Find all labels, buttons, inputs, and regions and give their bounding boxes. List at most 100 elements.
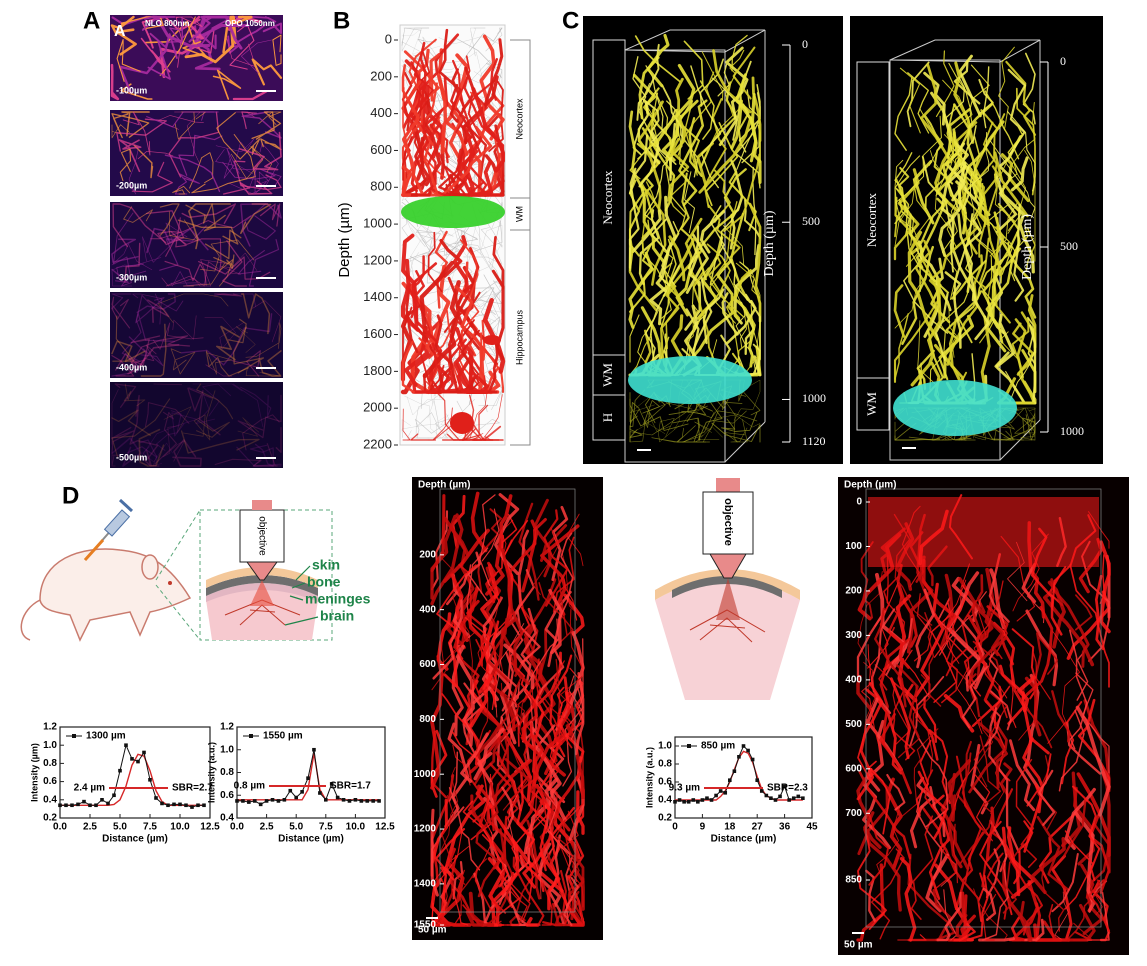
vessel: [1048, 904, 1067, 941]
y-tick-label: 0.8: [43, 758, 57, 769]
data-point: [58, 803, 62, 808]
vessel: [402, 136, 413, 181]
vessel: [684, 217, 703, 287]
vessel: [469, 674, 493, 728]
vessel: [124, 242, 141, 283]
data-point: [324, 798, 328, 802]
vessel: [424, 84, 446, 159]
vessel: [401, 27, 422, 46]
vessel: [401, 82, 438, 188]
vessel: [1043, 590, 1095, 667]
x-tick-label: 10.0: [170, 822, 190, 833]
vessel: [402, 87, 414, 196]
vessel: [206, 350, 233, 375]
vessel: [910, 815, 934, 920]
vessel: [555, 819, 580, 903]
vessel: [129, 394, 159, 460]
data-point: [312, 747, 316, 752]
vessel: [111, 355, 135, 377]
vessel: [416, 229, 454, 258]
vessel: [922, 558, 957, 628]
y-tick-label: 0.4: [658, 795, 672, 806]
y-tick-label: 0.4: [220, 813, 234, 824]
data-point: [371, 799, 375, 803]
region-label: Neocortex: [600, 170, 615, 225]
vessel: [469, 160, 494, 197]
data-point: [202, 803, 206, 808]
vessel: [241, 111, 282, 139]
vessel: [1037, 755, 1058, 830]
vessel: [646, 33, 670, 88]
plot-frame: [674, 736, 813, 819]
vessel: [168, 111, 220, 178]
vessel: [1012, 880, 1039, 942]
vessel: [933, 584, 969, 658]
white-matter: [401, 196, 505, 228]
vessel: [733, 379, 761, 421]
vessel: [719, 393, 746, 443]
vessel: [130, 335, 191, 364]
vessel: [500, 682, 525, 735]
data-point: [172, 802, 176, 807]
vessel: [470, 491, 488, 553]
vessel: [116, 118, 167, 152]
vessel: [1026, 407, 1036, 424]
vessel: [401, 209, 426, 248]
vessel: [534, 793, 577, 882]
axis-label: Depth (µm): [1020, 214, 1035, 280]
vessel: [222, 15, 253, 54]
vessel: [974, 109, 999, 191]
vessel: [438, 332, 455, 394]
vessel: [629, 392, 689, 431]
vessel: [984, 90, 1020, 160]
data-point: [801, 796, 805, 800]
vessel: [216, 112, 261, 160]
tick-label: 1000: [363, 216, 392, 231]
vessel: [942, 79, 971, 133]
vessel: [430, 513, 464, 606]
vessel: [172, 315, 197, 340]
vessel: [111, 437, 142, 467]
inset-connector: [155, 584, 201, 641]
tick-label: 1550: [414, 920, 437, 931]
vessel: [450, 573, 469, 643]
vessel: [466, 244, 484, 271]
vessel: [479, 494, 496, 586]
vessel: [111, 268, 129, 283]
vessel: [111, 454, 121, 467]
vessel: [275, 427, 282, 453]
vessel: [739, 301, 756, 356]
image-tile: [110, 292, 283, 378]
data-point: [160, 801, 164, 806]
vessel: [856, 777, 882, 849]
vessel: [223, 180, 273, 195]
vessel: [934, 292, 949, 361]
vessel: [998, 46, 1015, 131]
data-point: [276, 799, 281, 803]
vessel: [988, 553, 1010, 623]
vessel: [204, 317, 244, 350]
legend-label: 850 µm: [701, 741, 735, 752]
vessel: [161, 259, 228, 287]
data-point: [769, 796, 773, 800]
x-tick-label: 12.5: [375, 822, 395, 833]
vessel: [867, 809, 890, 886]
vessel: [905, 178, 931, 267]
vessel: [694, 414, 761, 433]
vessel: [404, 332, 430, 387]
vessel: [152, 322, 204, 350]
vessel: [941, 605, 958, 704]
vessel: [213, 293, 257, 307]
vessel: [111, 340, 146, 363]
data-point: [755, 778, 759, 782]
vessel: [871, 848, 905, 940]
annotation: 9.3 µm: [669, 783, 700, 794]
vessel: [1002, 843, 1025, 914]
series-line: [60, 753, 204, 806]
vessel: [236, 446, 282, 467]
vessel: [668, 235, 686, 282]
vessel: [948, 62, 973, 130]
vessel: [472, 274, 503, 304]
vessel: [451, 869, 465, 926]
vessel: [988, 707, 1020, 853]
